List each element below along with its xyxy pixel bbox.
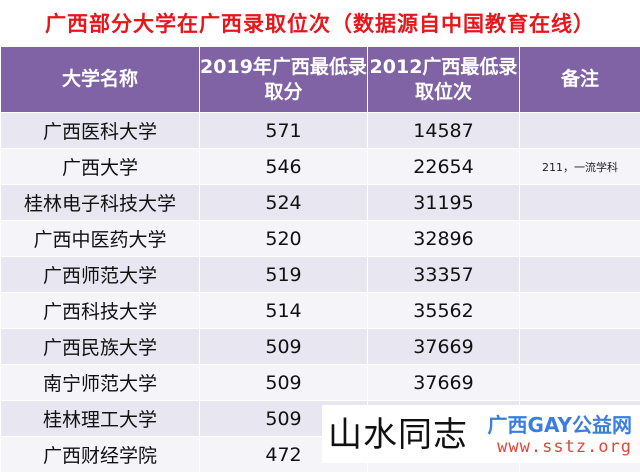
cell-university: 广西中医药大学 xyxy=(1,221,200,257)
table-header-row: 大学名称 2019年广西最低录取分 2012广西最低录取位次 备注 xyxy=(1,47,640,113)
cell-rank: 32896 xyxy=(368,221,520,257)
table-row: 广西师范大学 519 33357 xyxy=(1,257,640,293)
cell-note xyxy=(520,257,640,293)
header-min-rank: 2012广西最低录取位次 xyxy=(368,47,520,113)
watermark: 山水同志 广西GAY公益网 www.sstz.org xyxy=(322,405,640,463)
table-row: 广西民族大学 509 37669 xyxy=(1,329,640,365)
cell-score: 509 xyxy=(200,365,368,401)
table-row: 桂林电子科技大学 524 31195 xyxy=(1,185,640,221)
cell-note xyxy=(520,365,640,401)
watermark-logo-text: 山水同志 xyxy=(328,407,468,456)
cell-university: 桂林电子科技大学 xyxy=(1,185,200,221)
cell-university: 广西民族大学 xyxy=(1,329,200,365)
table-row: 广西科技大学 514 35562 xyxy=(1,293,640,329)
watermark-url: www.sstz.org xyxy=(497,437,632,457)
cell-note xyxy=(520,185,640,221)
cell-score: 520 xyxy=(200,221,368,257)
cell-university: 广西科技大学 xyxy=(1,293,200,329)
header-min-score: 2019年广西最低录取分 xyxy=(200,47,368,113)
cell-note xyxy=(520,221,640,257)
header-note: 备注 xyxy=(520,47,640,113)
cell-rank: 37669 xyxy=(368,365,520,401)
cell-university: 广西医科大学 xyxy=(1,113,200,149)
cell-note: 211，一流学科 xyxy=(520,149,640,185)
cell-rank: 37669 xyxy=(368,329,520,365)
cell-university: 广西大学 xyxy=(1,149,200,185)
table-row: 广西医科大学 571 14587 xyxy=(1,113,640,149)
cell-university: 桂林理工大学 xyxy=(1,401,200,437)
cell-rank: 22654 xyxy=(368,149,520,185)
page-title: 广西部分大学在广西录取位次（数据源自中国教育在线） xyxy=(0,0,640,46)
cell-university: 广西师范大学 xyxy=(1,257,200,293)
cell-score: 509 xyxy=(200,329,368,365)
cell-rank: 14587 xyxy=(368,113,520,149)
cell-score: 546 xyxy=(200,149,368,185)
cell-university: 广西财经学院 xyxy=(1,437,200,473)
watermark-site-name: 广西GAY公益网 xyxy=(488,409,632,438)
cell-note xyxy=(520,293,640,329)
cell-score: 571 xyxy=(200,113,368,149)
table-row: 南宁师范大学 509 37669 xyxy=(1,365,640,401)
cell-note xyxy=(520,329,640,365)
cell-score: 519 xyxy=(200,257,368,293)
cell-rank: 35562 xyxy=(368,293,520,329)
cell-note xyxy=(520,113,640,149)
cell-rank: 33357 xyxy=(368,257,520,293)
cell-university: 南宁师范大学 xyxy=(1,365,200,401)
cell-rank: 31195 xyxy=(368,185,520,221)
table-row: 广西中医药大学 520 32896 xyxy=(1,221,640,257)
table-row: 广西大学 546 22654 211，一流学科 xyxy=(1,149,640,185)
cell-score: 514 xyxy=(200,293,368,329)
header-university: 大学名称 xyxy=(1,47,200,113)
cell-score: 524 xyxy=(200,185,368,221)
